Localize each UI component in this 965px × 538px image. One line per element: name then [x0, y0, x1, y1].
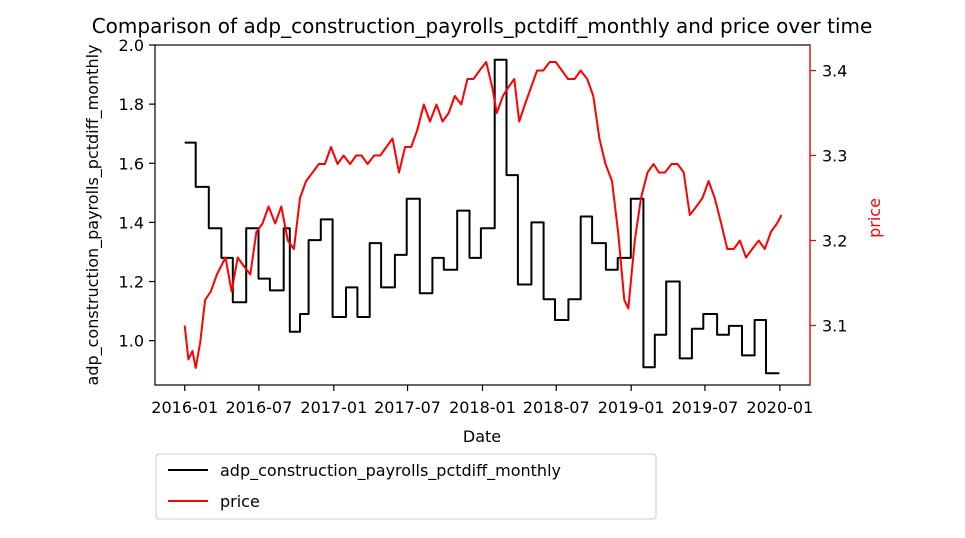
y-right-axis-ticks: 3.1 3.2 3.3 3.4 [810, 62, 847, 336]
series-line-1 [183, 61, 783, 369]
x-tick-label-2: 2017-01 [300, 398, 367, 417]
x-tick-label-6: 2019-01 [598, 398, 665, 417]
x-tick-label-4: 2018-01 [449, 398, 516, 417]
x-tick-label-5: 2018-07 [523, 398, 590, 417]
y-right-tick-label-3: 3.4 [822, 62, 847, 81]
plot-lines [183, 58, 783, 375]
y-right-tick-label-2: 3.3 [822, 147, 847, 166]
y-right-axis-label: price [865, 198, 884, 238]
y-left-tick-label-0: 1.0 [119, 332, 144, 351]
y-right-tick-label-0: 3.1 [822, 317, 847, 336]
legend-label-adp: adp_construction_payrolls_pctdiff_monthl… [220, 461, 561, 481]
x-tick-label-0: 2016-01 [151, 398, 218, 417]
x-axis-ticks: 2016-01 2016-07 2017-01 2017-07 2018-01 2018-… [151, 385, 813, 417]
legend-box [155, 453, 657, 520]
y-right-tick-label-1: 3.2 [822, 232, 847, 251]
x-axis-label: Date [463, 427, 501, 446]
y-left-tick-label-1: 1.2 [119, 273, 144, 292]
y-left-tick-label-5: 2.0 [119, 36, 144, 55]
y-left-tick-label-4: 1.8 [119, 95, 144, 114]
x-tick-label-1: 2016-07 [225, 398, 292, 417]
x-tick-label-7: 2019-07 [671, 398, 738, 417]
y-left-axis-label: adp_construction_payrolls_pctdiff_monthl… [83, 45, 103, 386]
x-tick-label-3: 2017-07 [374, 398, 441, 417]
y-left-axis-ticks: 1.0 1.2 1.4 1.6 1.8 2.0 [119, 36, 155, 351]
y-left-tick-label-3: 1.6 [119, 154, 144, 173]
x-tick-label-8: 2020-01 [746, 398, 813, 417]
chart-title: Comparison of adp_construction_payrolls_… [92, 14, 873, 38]
legend-label-price: price [220, 492, 260, 511]
y-left-tick-label-2: 1.4 [119, 213, 144, 232]
legend: adp_construction_payrolls_pctdiff_monthl… [155, 453, 657, 520]
